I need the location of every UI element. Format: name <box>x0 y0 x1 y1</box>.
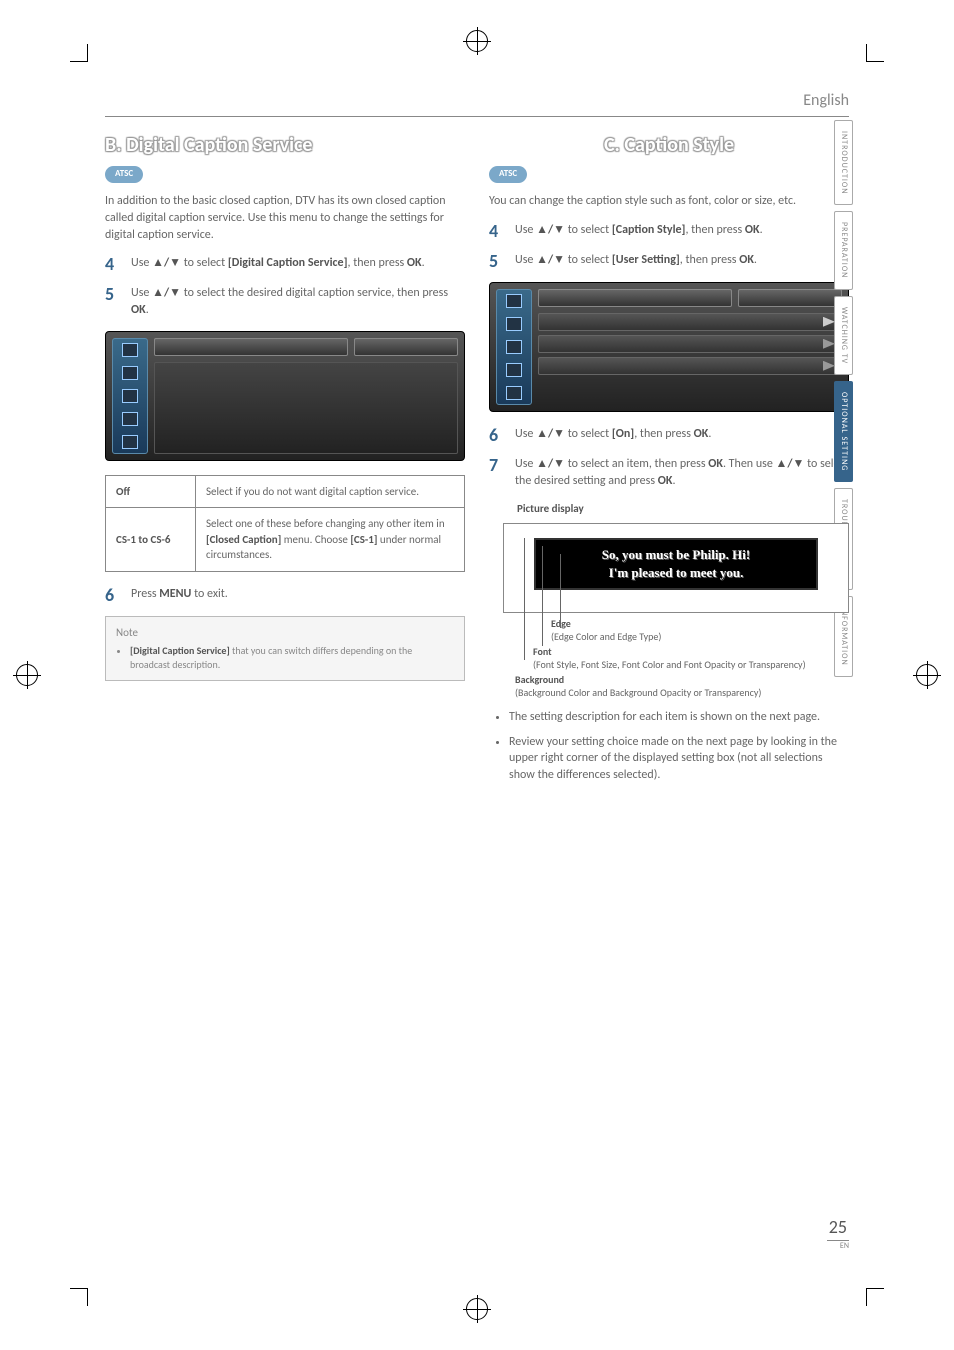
atsc-badge: ATSC <box>105 166 143 183</box>
step-5: 5 Use ▲/▼ to select the desired digital … <box>105 285 465 319</box>
tab-introduction: INTRODUCTION <box>834 120 853 205</box>
osd-header <box>538 289 732 307</box>
annotations: Edge (Edge Color and Edge Type) Font (Fo… <box>503 617 849 699</box>
setting-icon <box>122 435 138 449</box>
step-body: Use ▲/▼ to select the desired digital ca… <box>131 285 465 319</box>
registration-mark <box>916 664 938 686</box>
crop-mark <box>866 44 884 62</box>
column-right: C. Caption Style ATSC You can change the… <box>489 131 849 792</box>
step-body: Press MENU to exit. <box>131 586 465 604</box>
note-item: [Digital Caption Service] that you can s… <box>130 644 454 672</box>
features-icon <box>122 389 138 403</box>
step-number: 4 <box>489 222 503 240</box>
section-b-intro: In addition to the basic closed caption,… <box>105 193 465 243</box>
table-row: CS-1 to CS-6 Select one of these before … <box>106 508 465 571</box>
osd-panel <box>154 362 458 454</box>
step-number: 5 <box>489 252 503 270</box>
step-number: 7 <box>489 456 503 490</box>
osd-row <box>538 357 842 375</box>
language-icon <box>122 412 138 426</box>
osd-nav-icons <box>496 289 532 405</box>
step-5: 5 Use ▲/▼ to select [User Setting], then… <box>489 252 849 270</box>
language-header: English <box>105 90 849 112</box>
leader-line <box>560 554 561 628</box>
page-number: 25 EN <box>827 1215 849 1252</box>
osd-screenshot <box>489 282 849 412</box>
registration-mark <box>466 30 488 52</box>
step-body: Use ▲/▼ to select [On], then press OK. <box>515 426 849 444</box>
tab-watching-tv: WATCHING TV <box>834 296 853 375</box>
osd-row <box>538 335 842 353</box>
atsc-badge: ATSC <box>489 166 527 183</box>
setting-icon <box>506 386 522 400</box>
step-4: 4 Use ▲/▼ to select [Caption Style], the… <box>489 222 849 240</box>
crop-mark <box>866 1288 884 1306</box>
edge-annotation: Edge (Edge Color and Edge Type) <box>551 617 849 643</box>
picture-display-label: Picture display <box>517 501 849 516</box>
picture-display-frame: So, you must be Philip. Hi! I'm pleased … <box>503 523 849 613</box>
options-table: Off Select if you do not want digital ca… <box>105 475 465 572</box>
caption-sample: So, you must be Philip. Hi! I'm pleased … <box>534 538 818 590</box>
leader-line <box>524 538 525 660</box>
step-4: 4 Use ▲/▼ to select [Digital Caption Ser… <box>105 255 465 273</box>
caption-line: So, you must be Philip. Hi! <box>546 546 806 564</box>
step-number: 6 <box>489 426 503 444</box>
step-body: Use ▲/▼ to select an item, then press OK… <box>515 456 849 490</box>
table-row: Off Select if you do not want digital ca… <box>106 475 465 507</box>
osd-nav-icons <box>112 338 148 454</box>
step-body: Use ▲/▼ to select [Caption Style], then … <box>515 222 849 240</box>
picture-icon <box>506 294 522 308</box>
crop-mark <box>70 44 88 62</box>
option-desc: Select if you do not want digital captio… <box>196 475 465 507</box>
header-rule <box>105 116 849 117</box>
bullet-item: Review your setting choice made on the n… <box>509 734 849 784</box>
osd-header <box>154 338 348 356</box>
background-annotation: Background (Background Color and Backgro… <box>515 673 849 699</box>
section-c-intro: You can change the caption style such as… <box>489 193 849 210</box>
step-body: Use ▲/▼ to select [Digital Caption Servi… <box>131 255 465 273</box>
step-body: Use ▲/▼ to select [User Setting], then p… <box>515 252 849 270</box>
tab-preparation: PREPARATION <box>834 211 853 289</box>
page-number-value: 25 <box>827 1215 849 1241</box>
sound-icon <box>122 366 138 380</box>
tab-optional-setting: OPTIONAL SETTING <box>834 381 853 482</box>
option-label: Off <box>106 475 196 507</box>
column-left: B. Digital Caption Service ATSC In addit… <box>105 131 465 792</box>
bullet-list: The setting description for each item is… <box>489 709 849 784</box>
note-box: Note [Digital Caption Service] that you … <box>105 616 465 681</box>
step-number: 6 <box>105 586 119 604</box>
bullet-item: The setting description for each item is… <box>509 709 849 726</box>
font-annotation: Font (Font Style, Font Size, Font Color … <box>533 645 849 671</box>
step-7: 7 Use ▲/▼ to select an item, then press … <box>489 456 849 490</box>
page-suffix: EN <box>827 1241 849 1252</box>
section-c-title: C. Caption Style <box>489 131 849 159</box>
note-title: Note <box>116 625 454 640</box>
registration-mark <box>466 1298 488 1320</box>
registration-mark <box>16 664 38 686</box>
caption-line: I'm pleased to meet you. <box>546 564 806 582</box>
picture-display: Picture display So, you must be Philip. … <box>489 501 849 698</box>
picture-icon <box>122 343 138 357</box>
step-6: 6 Press MENU to exit. <box>105 586 465 604</box>
option-label: CS-1 to CS-6 <box>106 508 196 571</box>
step-number: 5 <box>105 285 119 319</box>
features-icon <box>506 340 522 354</box>
osd-screenshot <box>105 331 465 461</box>
language-icon <box>506 363 522 377</box>
osd-value <box>354 338 458 356</box>
step-number: 4 <box>105 255 119 273</box>
crop-mark <box>70 1288 88 1306</box>
osd-value <box>738 289 842 307</box>
step-6: 6 Use ▲/▼ to select [On], then press OK. <box>489 426 849 444</box>
leader-line <box>542 546 543 646</box>
option-desc: Select one of these before changing any … <box>196 508 465 571</box>
osd-row <box>538 313 842 331</box>
sound-icon <box>506 317 522 331</box>
section-b-title: B. Digital Caption Service <box>105 131 465 159</box>
